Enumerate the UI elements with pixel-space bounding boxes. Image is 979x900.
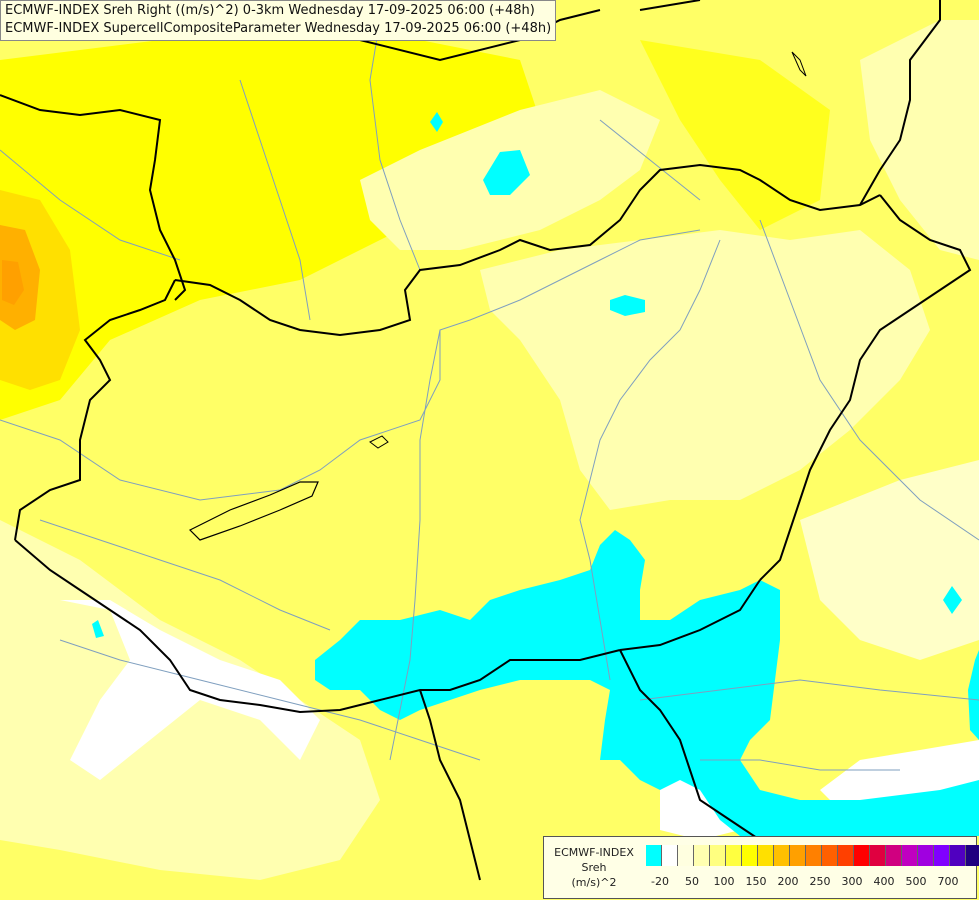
border-hu-hr — [14, 539, 621, 714]
legend-title-unit: (m/s)^2 — [571, 876, 617, 889]
legend-swatch — [870, 845, 886, 866]
legend-swatch — [950, 845, 966, 866]
legend-swatch — [678, 845, 694, 866]
legend-tick-label: -20 — [651, 875, 669, 888]
field-cyan-c — [610, 295, 645, 316]
field-cyan-n1 — [483, 150, 530, 195]
river-sava — [59, 639, 481, 761]
header-title-scp: ECMWF-INDEX SupercellCompositeParameter … — [5, 21, 552, 36]
rivers — [0, 19, 979, 771]
legend-swatch — [790, 845, 806, 866]
legend-swatch — [742, 845, 758, 866]
legend-swatch — [710, 845, 726, 866]
river-drava — [39, 519, 331, 631]
border-sk-hu — [174, 163, 881, 337]
border-hu-rs — [619, 579, 761, 651]
legend-swatch — [838, 845, 854, 866]
legend-swatch — [854, 845, 870, 866]
legend-tick-label: 200 — [777, 875, 799, 888]
river-east — [759, 219, 979, 541]
field-cyan-e — [943, 586, 962, 614]
legend-swatch — [758, 845, 774, 866]
river-se — [639, 679, 979, 701]
field-pale-east — [480, 230, 930, 510]
legend-title: ECMWF-INDEX Sreh (m/s)^2 — [548, 845, 640, 890]
legend-tick-label: 400 — [873, 875, 895, 888]
legend-title-variable: Sreh — [581, 861, 607, 874]
river-w — [0, 149, 181, 261]
field-cyan-e2 — [968, 650, 979, 740]
legend-swatch — [934, 845, 950, 866]
legend-swatch — [646, 845, 662, 866]
river-tisza — [579, 239, 721, 681]
map-header: ECMWF-INDEX Sreh Right ((m/s)^2) 0-3km W… — [0, 0, 557, 41]
border-cz-sk — [0, 94, 187, 301]
border-at-hu — [14, 279, 176, 541]
legend-ticks: -20 50 100 150 200 250 300 400 500 700 — [646, 875, 976, 889]
border-ua — [859, 0, 941, 206]
field-yellow-strong-east — [640, 40, 830, 230]
legend-tick-label: 100 — [713, 875, 735, 888]
legend-tick-label: 150 — [745, 875, 767, 888]
legend-tick-label: 50 — [685, 875, 699, 888]
lake-small — [369, 435, 389, 449]
border-hu-ro — [759, 194, 972, 581]
river-danube — [0, 229, 701, 501]
legend-tick-label: 250 — [809, 875, 831, 888]
lake-balaton — [188, 481, 319, 541]
field-orange-core — [2, 260, 24, 305]
river-ne — [599, 119, 701, 201]
legend-swatch — [726, 845, 742, 866]
field-pale-ne — [860, 20, 979, 260]
color-legend: ECMWF-INDEX Sreh (m/s)^2 -20 50 100 150 200 2… — [543, 836, 979, 899]
river-north1 — [239, 79, 311, 321]
legend-colorbar — [646, 845, 979, 866]
legend-tick-label: 700 — [937, 875, 959, 888]
field-yellow-strong — [0, 30, 540, 420]
field-cyan-w — [92, 620, 104, 638]
border-rs-ro — [619, 649, 761, 841]
legend-title-source: ECMWF-INDEX — [554, 846, 634, 859]
legend-swatch — [774, 845, 790, 866]
border-rs-ba — [419, 689, 481, 881]
legend-swatch — [806, 845, 822, 866]
legend-swatch — [966, 845, 979, 866]
legend-swatch — [886, 845, 902, 866]
legend-swatch — [918, 845, 934, 866]
river-north2 — [369, 19, 421, 271]
legend-swatch — [822, 845, 838, 866]
legend-swatch — [662, 845, 678, 866]
legend-tick-label: 300 — [841, 875, 863, 888]
field-white-s — [660, 770, 740, 840]
river-s2 — [700, 759, 900, 771]
field-cyan-n2 — [430, 112, 443, 132]
legend-swatch — [694, 845, 710, 866]
lake-ne — [791, 51, 807, 77]
header-title-sreh: ECMWF-INDEX Sreh Right ((m/s)^2) 0-3km W… — [5, 3, 535, 18]
field-cyan-main — [315, 530, 979, 836]
legend-swatch — [902, 845, 918, 866]
border-ro-md — [639, 0, 701, 11]
legend-tick-label: 500 — [905, 875, 927, 888]
river-danube-south — [389, 329, 441, 761]
